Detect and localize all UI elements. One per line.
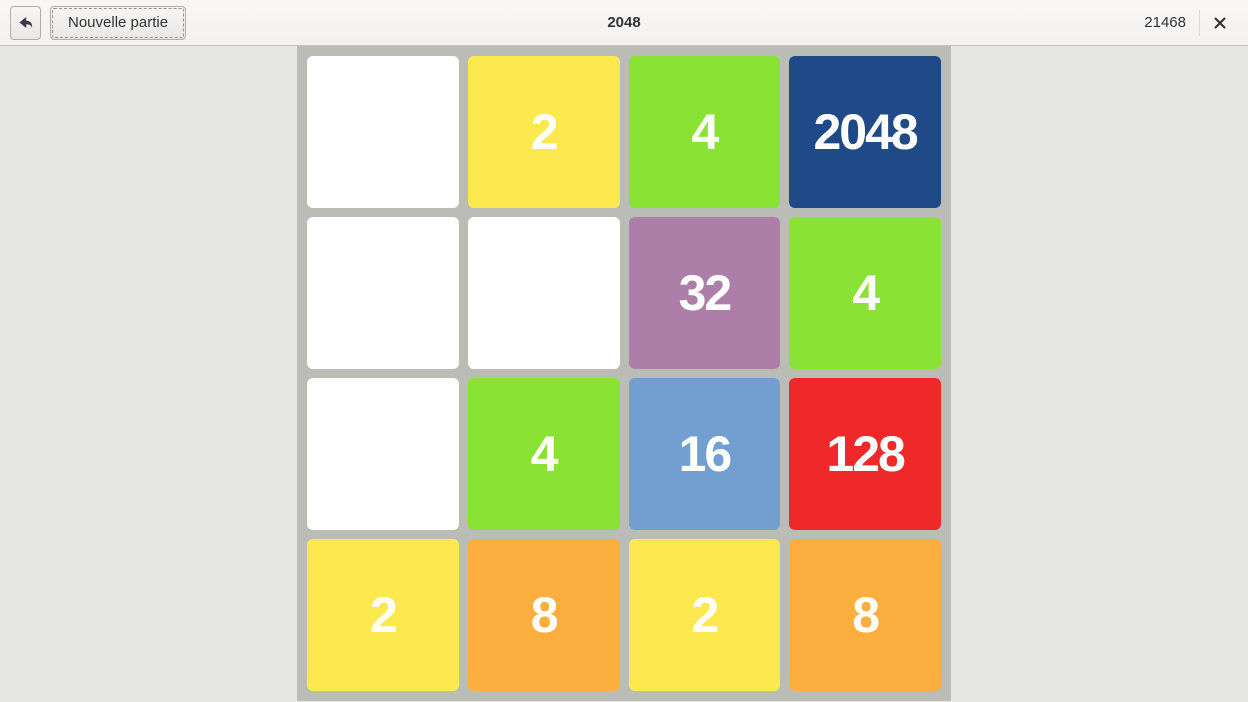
tile-2048: 2048 [789,56,941,208]
undo-icon [19,16,33,29]
tile-8: 8 [467,539,620,691]
content-area: 2 4 2048 32 4 4 16 128 2 8 2 8 [0,46,1248,702]
tile-4: 4 [467,378,620,530]
headerbar: Nouvelle partie 2048 21468 [0,0,1248,46]
tile-2: 2 [307,539,459,691]
empty-cell [307,378,459,530]
headerbar-right: 21468 [1144,5,1238,41]
empty-cell [307,56,459,208]
window-title: 2048 [607,14,641,31]
game-board[interactable]: 2 4 2048 32 4 4 16 128 2 8 2 8 [297,46,951,701]
tile-2: 2 [467,56,620,208]
tile-4: 4 [789,217,941,369]
tile-32: 32 [628,217,781,369]
headerbar-separator [1199,9,1200,36]
headerbar-left: Nouvelle partie [10,5,187,40]
close-icon [1214,17,1226,28]
new-game-button[interactable]: Nouvelle partie [50,5,187,40]
tile-4: 4 [628,56,781,208]
empty-cell [467,217,620,369]
new-game-label: Nouvelle partie [68,14,169,31]
tile-128: 128 [789,378,941,530]
tile-16: 16 [628,378,781,530]
empty-cell [307,217,459,369]
score-value: 21468 [1144,14,1186,31]
undo-button[interactable] [10,5,41,40]
close-button[interactable] [1202,5,1238,41]
tile-8: 8 [789,539,941,691]
tile-2: 2 [628,539,781,691]
